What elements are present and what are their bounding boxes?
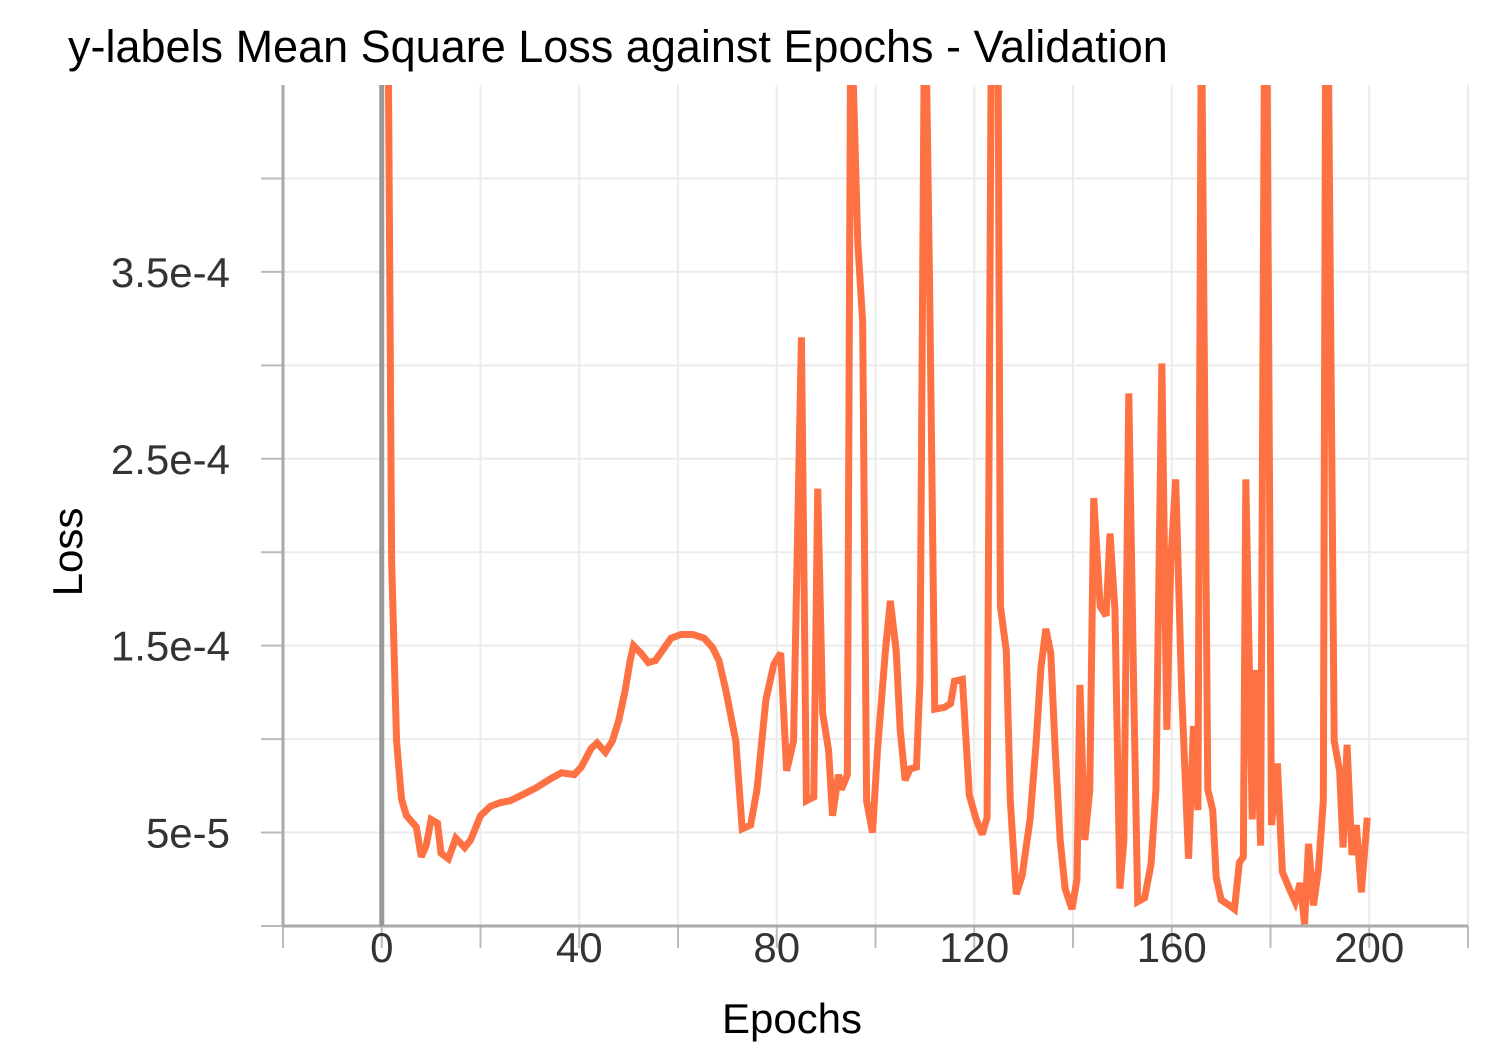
x-tick-label: 120 <box>939 924 1009 971</box>
data-line <box>385 85 1371 925</box>
y-tick-label: 1.5e-4 <box>111 623 230 670</box>
y-tick-label: 5e-5 <box>146 810 230 857</box>
x-axis-label: Epochs <box>722 995 862 1042</box>
x-tick-label: 200 <box>1334 924 1404 971</box>
x-tick-label: 80 <box>753 924 800 971</box>
chart-title: y-labels Mean Square Loss against Epochs… <box>68 21 1168 72</box>
y-tick-label: 2.5e-4 <box>111 436 230 483</box>
tick-labels: 5e-5 1.5e-4 2.5e-4 3.5e-4 0 40 80 120 160 200 <box>111 249 1404 971</box>
axes <box>261 85 1469 948</box>
y-axis-label: Loss <box>44 508 91 597</box>
x-tick-label: 0 <box>370 924 393 971</box>
x-tick-label: 40 <box>556 924 603 971</box>
x-tick-label: 160 <box>1137 924 1207 971</box>
plot-area <box>385 85 1371 925</box>
y-tick-label: 3.5e-4 <box>111 249 230 296</box>
